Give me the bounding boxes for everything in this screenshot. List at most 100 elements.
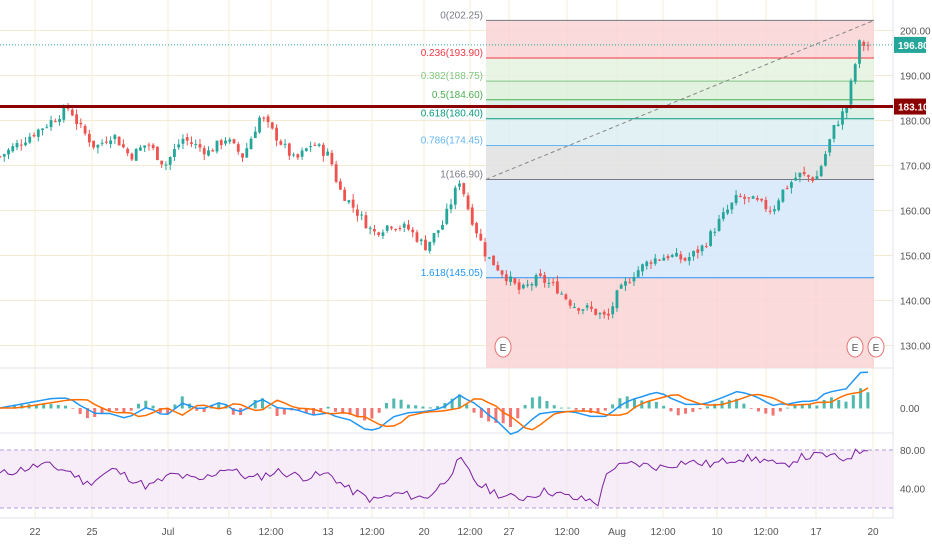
candle-body [173, 149, 176, 158]
macd-histogram-bar [217, 402, 221, 409]
fib-zone [486, 99, 874, 119]
candle-body [151, 144, 155, 149]
y-tick-label: 130.00 [900, 342, 931, 353]
candle-body [713, 231, 717, 233]
macd-histogram-bar [691, 408, 695, 412]
y-tick-label: 190.00 [900, 72, 931, 83]
macd-histogram-bar [151, 405, 155, 409]
candle-body [104, 141, 108, 143]
candle-body [551, 282, 555, 284]
candle-body [581, 309, 585, 311]
macd-histogram-bar [800, 404, 804, 409]
candle-body [504, 274, 508, 282]
macd-histogram-bar [603, 408, 607, 411]
fib-level-label: 0.786(174.45) [421, 135, 483, 146]
macd-histogram-bar [319, 408, 323, 412]
candle-body [287, 143, 291, 156]
candle-body [338, 181, 342, 190]
candle-body [407, 224, 410, 230]
fib-zone [486, 145, 874, 180]
macd-histogram-bar [822, 399, 826, 409]
candle-body [126, 148, 130, 154]
fib-level-label: 0(202.25) [440, 10, 483, 21]
macd-histogram-bar [268, 407, 272, 409]
x-tick-label: 22 [29, 527, 41, 538]
fib-zone [486, 81, 874, 100]
candle-body [777, 200, 781, 211]
macd-line [0, 371, 869, 435]
candle-body [343, 189, 347, 201]
candle-body [807, 175, 810, 177]
macd-histogram-bar [756, 408, 760, 412]
fibonacci-retracement[interactable]: 0(202.25) 0.236(193.90) 0.382(188.75) 0.5(1… [421, 10, 875, 368]
candle-body [483, 242, 487, 257]
macd-histogram-bar [844, 401, 848, 409]
macd-histogram-bar [501, 408, 505, 424]
candle-body [109, 140, 113, 144]
macd-histogram-bar [450, 398, 454, 409]
x-tick-label: 12:00 [753, 527, 778, 538]
candle-body [121, 144, 125, 148]
candle-body [356, 209, 359, 216]
macd-histogram-bar [866, 392, 870, 409]
candle-body [394, 228, 398, 230]
candle-body [419, 239, 423, 242]
candle-body [487, 257, 491, 259]
candle-body [547, 282, 551, 284]
macd-histogram-bar [581, 408, 585, 412]
fib-level-label: 0.236(193.90) [421, 48, 483, 59]
earnings-marker[interactable] [494, 336, 512, 358]
macd-histogram-bar [377, 408, 381, 413]
candle-body [275, 127, 278, 141]
candle-body [521, 284, 525, 289]
candle-body [70, 109, 74, 116]
candle-body [156, 146, 159, 160]
candle-body [87, 133, 91, 143]
y-tick-label: 150.00 [900, 252, 931, 263]
candle-body [824, 154, 827, 166]
candle-body [449, 204, 453, 210]
macd-histogram-bar [705, 406, 709, 409]
candle-body [479, 233, 483, 241]
fib-zone-extension [486, 277, 874, 368]
macd-histogram-bar [560, 407, 564, 409]
earnings-marker[interactable] [846, 336, 864, 358]
candle-body [215, 140, 219, 152]
candle-body [568, 300, 572, 306]
macd-histogram-bar [465, 404, 469, 409]
candle-body [334, 164, 338, 182]
fib-level-label: 0.5(184.60) [432, 90, 483, 101]
candle-body [717, 218, 721, 231]
macd-histogram-bar [596, 408, 600, 413]
y-tick-label: 140.00 [900, 297, 931, 308]
candle-body [83, 126, 87, 134]
macd-pane [0, 371, 870, 435]
candle-body [232, 139, 236, 144]
macd-histogram-bar [749, 408, 753, 409]
rsi-band-fill [0, 450, 893, 508]
candle-body [368, 227, 372, 229]
last-price-badge [894, 36, 926, 53]
candle-body [432, 233, 436, 243]
macd-histogram-bar [647, 400, 651, 409]
x-tick-label: 12:00 [554, 527, 579, 538]
candle-body [721, 212, 725, 219]
candle-body [658, 259, 661, 261]
candle-body [49, 120, 53, 128]
candle-body [134, 148, 138, 161]
macd-histogram-bar [436, 406, 440, 409]
candle-body [45, 126, 49, 128]
earnings-marker[interactable] [867, 336, 885, 358]
candle-body [760, 198, 764, 201]
candle-body [202, 148, 206, 155]
candle-body [738, 195, 742, 197]
candle-body [292, 154, 295, 156]
fib-level-label: 0.382(188.75) [421, 71, 483, 82]
macd-histogram-bar [632, 398, 636, 409]
macd-histogram-bar [136, 403, 140, 409]
candle-body [811, 177, 815, 181]
price-series [0, 39, 870, 320]
